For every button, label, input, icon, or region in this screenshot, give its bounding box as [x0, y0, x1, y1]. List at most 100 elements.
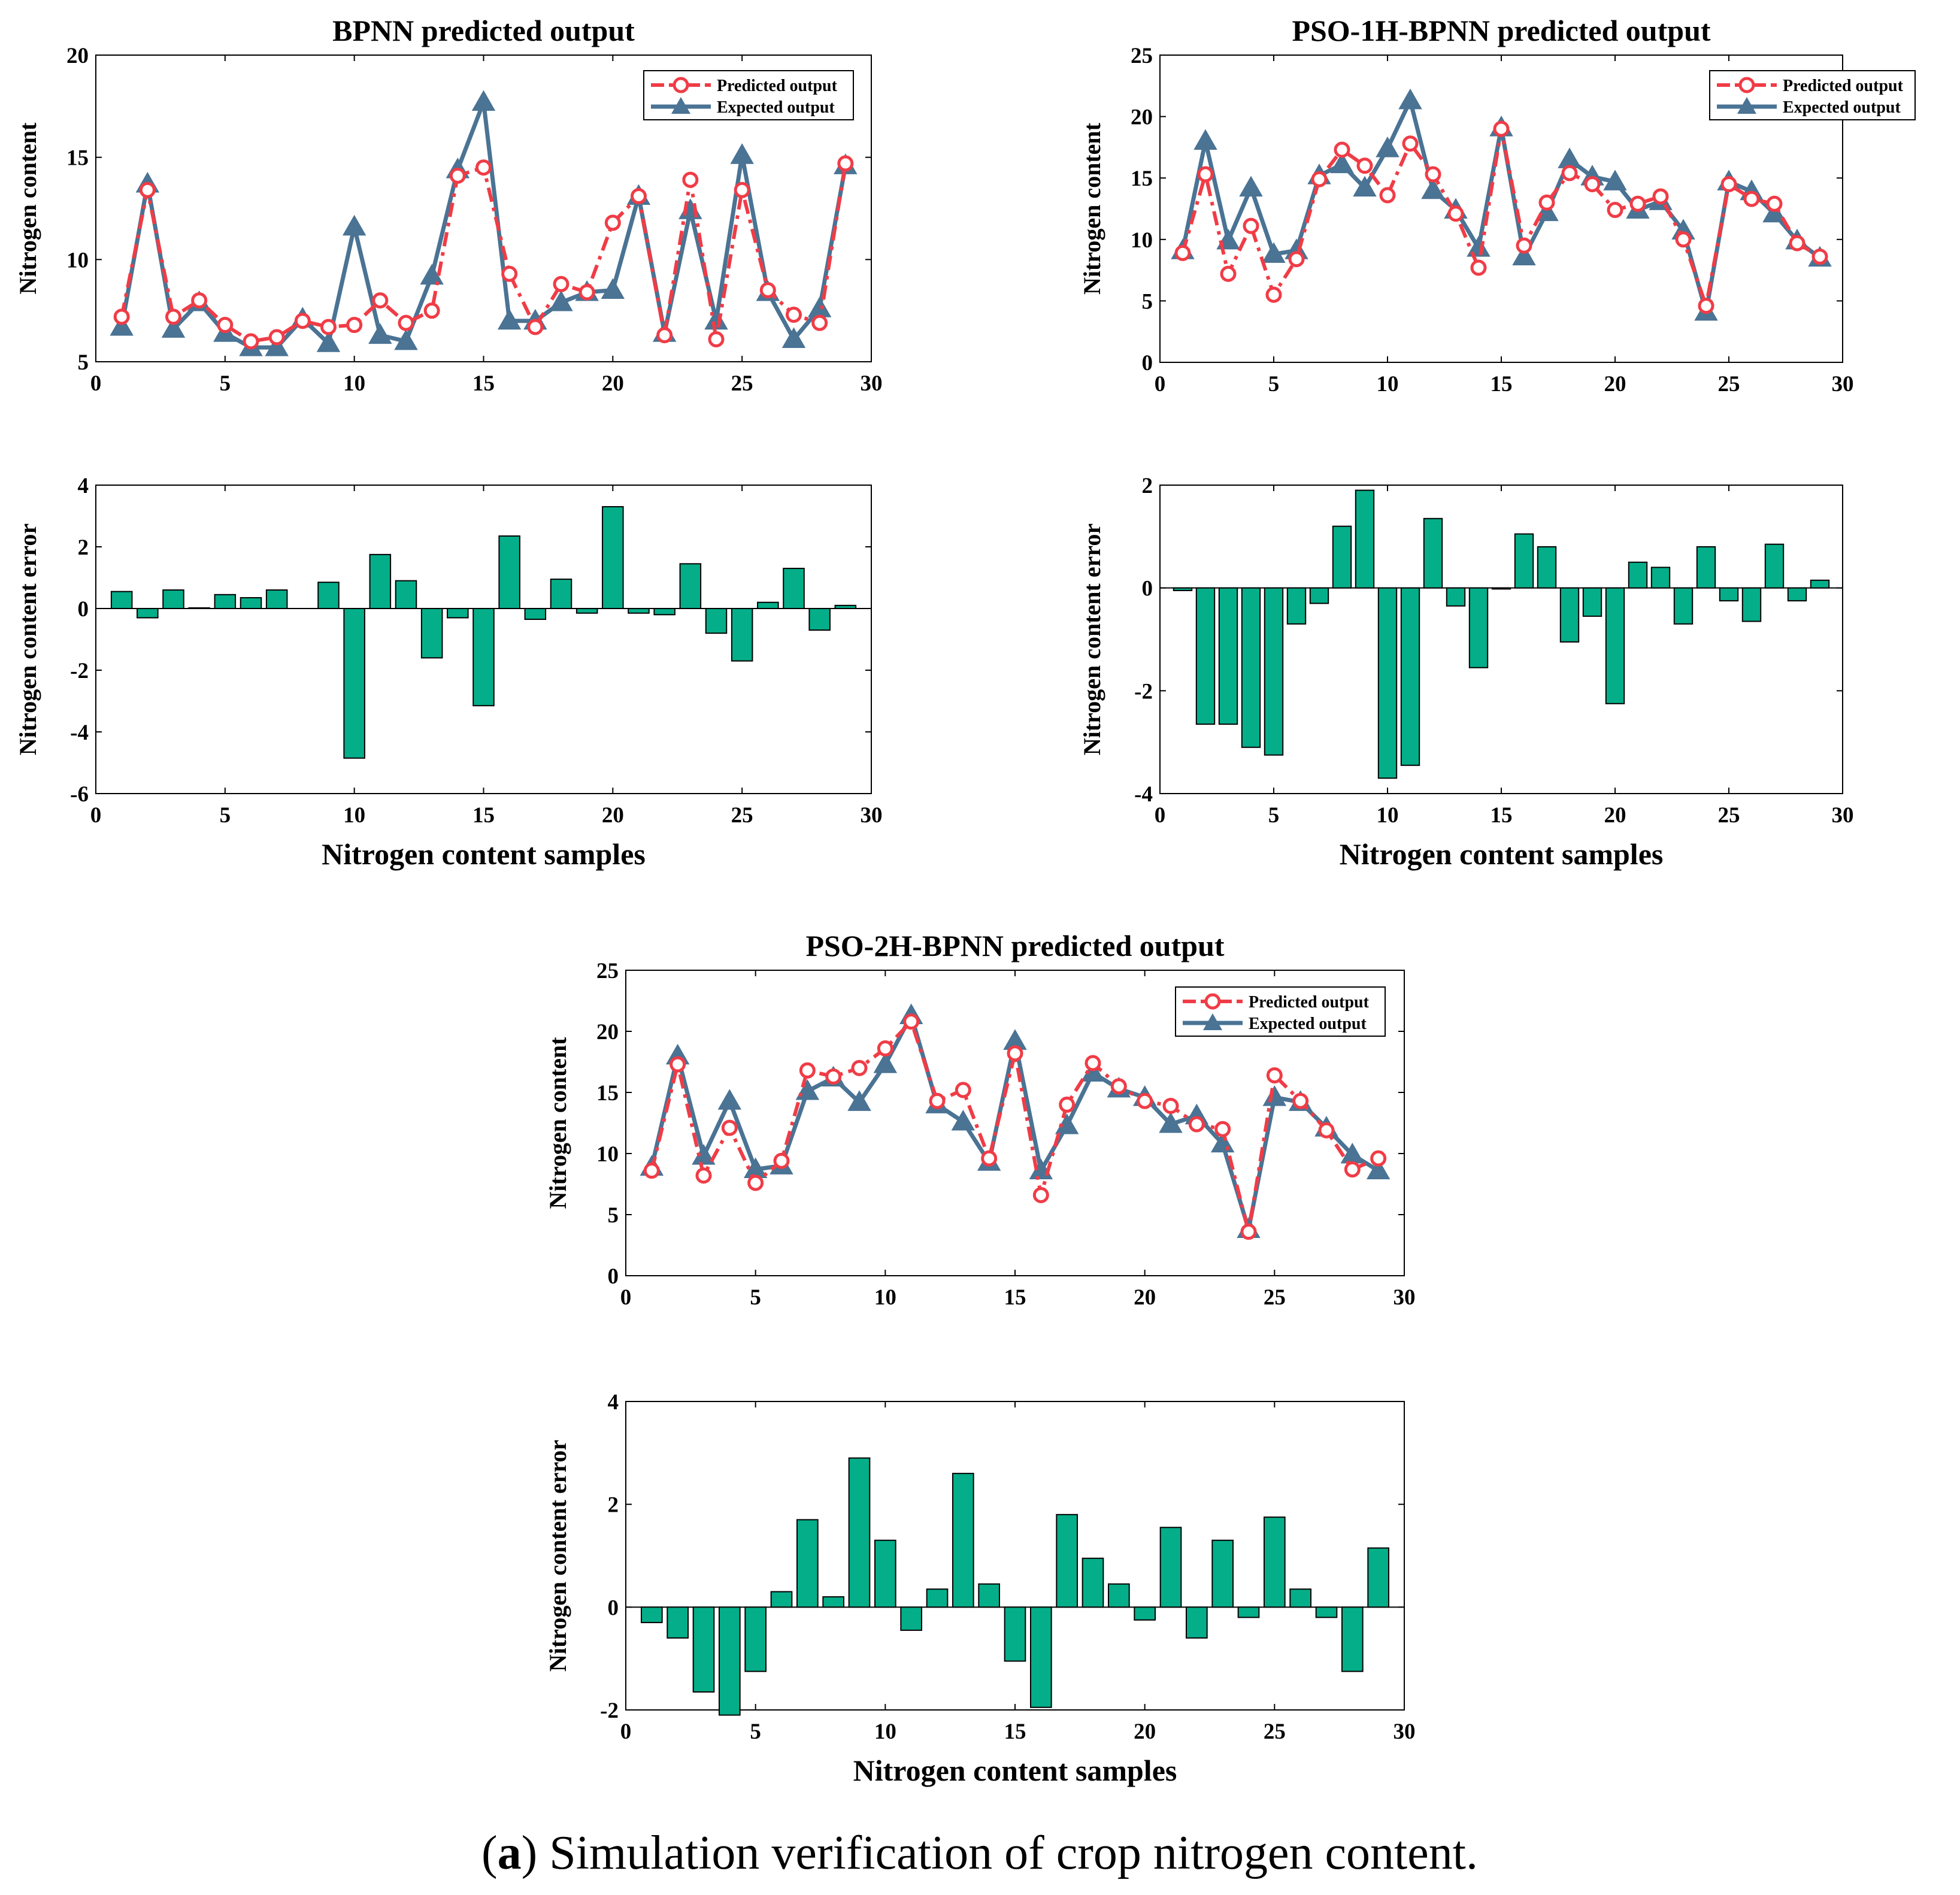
error-bar	[1367, 1547, 1389, 1608]
error-bar	[692, 1606, 715, 1693]
error-bar	[1673, 587, 1694, 625]
x-tick-label: 5	[220, 371, 231, 396]
predicted-point	[1584, 175, 1601, 192]
error-bar	[395, 580, 417, 610]
predicted-point	[268, 329, 285, 346]
expected-point	[342, 214, 366, 236]
expected-point	[1193, 129, 1217, 150]
y-tick-label: 10	[66, 248, 89, 273]
predicted-point	[1561, 165, 1578, 181]
expected-point	[110, 314, 134, 336]
error-bar	[1264, 1516, 1286, 1608]
predicted-point	[1447, 205, 1464, 222]
error-bar	[1309, 587, 1329, 604]
x-tick-label: 30	[861, 803, 883, 828]
chart-title: BPNN predicted output	[332, 14, 635, 47]
error-bar	[1315, 1606, 1338, 1618]
error-bar	[822, 1596, 845, 1608]
legend-predicted-label: Predicted output	[1249, 993, 1370, 1012]
error-bar	[524, 608, 547, 620]
x-tick-label: 10	[343, 371, 365, 396]
error-bar	[1186, 1606, 1208, 1639]
error-bar	[1159, 1527, 1182, 1608]
error-bar	[900, 1606, 923, 1631]
error-bar	[1289, 1588, 1311, 1608]
error-bar	[667, 1606, 689, 1639]
x-tick-label: 5	[1268, 803, 1280, 828]
predicted-point	[837, 155, 854, 172]
y-tick-label: 10	[1131, 228, 1153, 253]
error-bar	[1211, 1539, 1234, 1608]
chart-pso2h-output: 0 5 10 15 20 25 30 0 5 10 15 20 25 PSO-2H-BPNN predic…	[544, 929, 1416, 1310]
chart-bpnn-error: 0 5 10 15 20 25 30 -6 -4 -2 0 2 4 Nitrogen content er…	[14, 474, 883, 871]
predicted-point	[501, 265, 518, 282]
predicted-point	[1288, 251, 1305, 268]
error-bar	[1582, 587, 1602, 617]
predicted-point	[786, 306, 802, 323]
predicted-point	[346, 317, 363, 334]
legend-predicted-marker	[1204, 993, 1221, 1010]
predicted-point	[1318, 1122, 1335, 1139]
legend-expected-label: Expected output	[1249, 1015, 1367, 1033]
predicted-point	[1110, 1078, 1127, 1095]
x-tick-label: 10	[874, 1285, 896, 1310]
error-bar	[679, 563, 702, 610]
expected-point	[1262, 242, 1286, 263]
x-axis-label: Nitrogen content samples	[853, 1754, 1177, 1787]
error-bar	[1514, 533, 1534, 589]
error-bar	[1423, 517, 1443, 589]
predicted-point	[955, 1082, 971, 1098]
plot-area	[1159, 485, 1843, 794]
y-tick-label: 0	[608, 1596, 619, 1620]
x-tick-label: 30	[1832, 372, 1854, 396]
predicted-point	[1344, 1161, 1361, 1178]
error-bar	[1341, 1606, 1364, 1672]
error-bar	[1696, 546, 1716, 589]
predicted-point	[695, 1167, 712, 1184]
predicted-point	[929, 1092, 946, 1109]
y-tick-label: -6	[70, 782, 89, 807]
predicted-point	[139, 181, 156, 198]
predicted-point	[1265, 286, 1282, 303]
error-bar	[110, 591, 133, 609]
error-bar	[848, 1457, 871, 1608]
predicted-point	[1789, 235, 1805, 252]
error-bar	[783, 568, 805, 609]
error-bar	[1446, 587, 1466, 607]
predicted-point	[1266, 1067, 1283, 1083]
expected-point	[1159, 1112, 1183, 1133]
predicted-point	[811, 314, 828, 331]
y-tick-label: 15	[596, 1081, 619, 1106]
error-bar	[1810, 579, 1830, 589]
error-bar	[770, 1591, 793, 1608]
error-bar	[978, 1583, 1001, 1608]
y-tick-label: -4	[70, 721, 89, 745]
expected-point	[1239, 175, 1263, 197]
predicted-point	[1007, 1045, 1023, 1062]
predicted-point	[1032, 1186, 1049, 1203]
y-tick-label: -2	[600, 1699, 619, 1723]
x-tick-label: 5	[220, 803, 231, 828]
legend: Predicted output Expected output	[1175, 986, 1386, 1037]
error-bar	[1650, 567, 1671, 589]
x-tick-label: 30	[1393, 1285, 1416, 1310]
predicted-point	[398, 314, 414, 331]
x-tick-label: 25	[731, 371, 753, 396]
legend: Predicted output Expected output	[643, 70, 854, 120]
y-tick-label: 25	[596, 959, 619, 983]
predicted-point	[1162, 1097, 1179, 1114]
error-bar	[1195, 587, 1216, 725]
legend-expected-marker	[1203, 1013, 1222, 1030]
error-bar	[808, 608, 831, 631]
predicted-point	[851, 1059, 868, 1076]
predicted-point	[1370, 1150, 1387, 1167]
predicted-point	[1470, 259, 1487, 276]
predicted-point	[191, 292, 208, 309]
predicted-output-line	[650, 1019, 1379, 1234]
expected-point	[847, 1090, 871, 1111]
error-bar	[1134, 1606, 1156, 1621]
x-tick-label: 5	[750, 1720, 761, 1744]
y-axis-label: Nitrogen content error	[544, 1440, 571, 1672]
y-tick-label: 4	[608, 1390, 619, 1415]
predicted-point	[527, 319, 544, 335]
